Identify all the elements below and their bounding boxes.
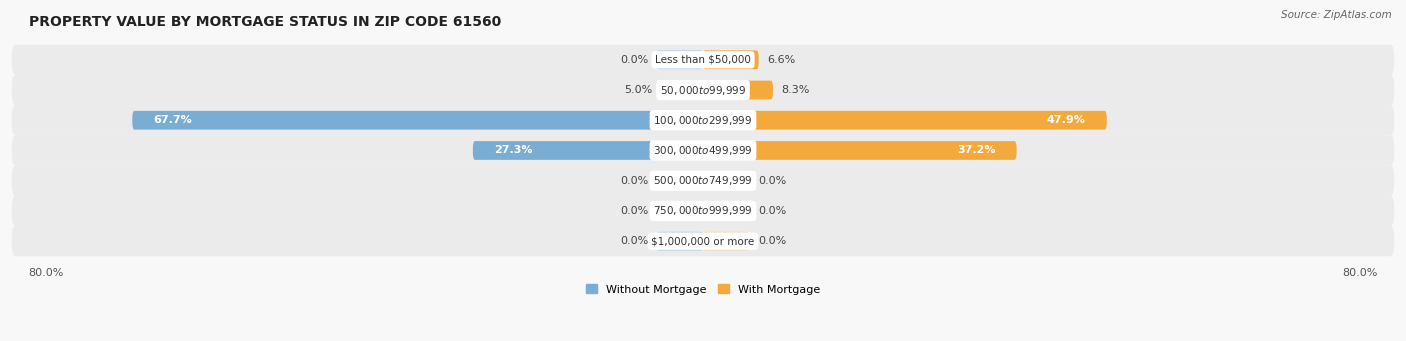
- FancyBboxPatch shape: [661, 80, 703, 99]
- Text: 80.0%: 80.0%: [1341, 268, 1378, 278]
- Text: 80.0%: 80.0%: [28, 268, 65, 278]
- FancyBboxPatch shape: [657, 202, 703, 220]
- Text: 0.0%: 0.0%: [758, 236, 786, 246]
- FancyBboxPatch shape: [11, 226, 1395, 256]
- Text: 6.6%: 6.6%: [768, 55, 796, 65]
- FancyBboxPatch shape: [703, 80, 773, 99]
- FancyBboxPatch shape: [703, 50, 759, 69]
- Text: 0.0%: 0.0%: [620, 236, 648, 246]
- FancyBboxPatch shape: [703, 141, 1017, 160]
- Text: 5.0%: 5.0%: [624, 85, 652, 95]
- FancyBboxPatch shape: [11, 135, 1395, 166]
- Text: $300,000 to $499,999: $300,000 to $499,999: [654, 144, 752, 157]
- FancyBboxPatch shape: [11, 196, 1395, 226]
- Text: $1,000,000 or more: $1,000,000 or more: [651, 236, 755, 246]
- FancyBboxPatch shape: [657, 232, 703, 251]
- Text: $750,000 to $999,999: $750,000 to $999,999: [654, 205, 752, 218]
- Text: 67.7%: 67.7%: [153, 115, 193, 125]
- Text: 0.0%: 0.0%: [620, 176, 648, 186]
- FancyBboxPatch shape: [703, 232, 749, 251]
- FancyBboxPatch shape: [703, 111, 1107, 130]
- Text: 47.9%: 47.9%: [1047, 115, 1085, 125]
- Legend: Without Mortgage, With Mortgage: Without Mortgage, With Mortgage: [582, 280, 824, 299]
- FancyBboxPatch shape: [703, 171, 749, 190]
- Text: 0.0%: 0.0%: [620, 55, 648, 65]
- FancyBboxPatch shape: [657, 50, 703, 69]
- Text: 0.0%: 0.0%: [758, 176, 786, 186]
- Text: Source: ZipAtlas.com: Source: ZipAtlas.com: [1281, 10, 1392, 20]
- Text: PROPERTY VALUE BY MORTGAGE STATUS IN ZIP CODE 61560: PROPERTY VALUE BY MORTGAGE STATUS IN ZIP…: [28, 15, 501, 29]
- Text: 0.0%: 0.0%: [620, 206, 648, 216]
- FancyBboxPatch shape: [472, 141, 703, 160]
- FancyBboxPatch shape: [11, 105, 1395, 135]
- Text: 0.0%: 0.0%: [758, 206, 786, 216]
- Text: 8.3%: 8.3%: [782, 85, 810, 95]
- Text: $100,000 to $299,999: $100,000 to $299,999: [654, 114, 752, 127]
- Text: $500,000 to $749,999: $500,000 to $749,999: [654, 174, 752, 187]
- FancyBboxPatch shape: [657, 171, 703, 190]
- FancyBboxPatch shape: [11, 75, 1395, 105]
- FancyBboxPatch shape: [132, 111, 703, 130]
- Text: $50,000 to $99,999: $50,000 to $99,999: [659, 84, 747, 97]
- FancyBboxPatch shape: [11, 166, 1395, 196]
- FancyBboxPatch shape: [703, 202, 749, 220]
- FancyBboxPatch shape: [11, 45, 1395, 75]
- Text: 37.2%: 37.2%: [957, 146, 995, 155]
- Text: Less than $50,000: Less than $50,000: [655, 55, 751, 65]
- Text: 27.3%: 27.3%: [494, 146, 533, 155]
